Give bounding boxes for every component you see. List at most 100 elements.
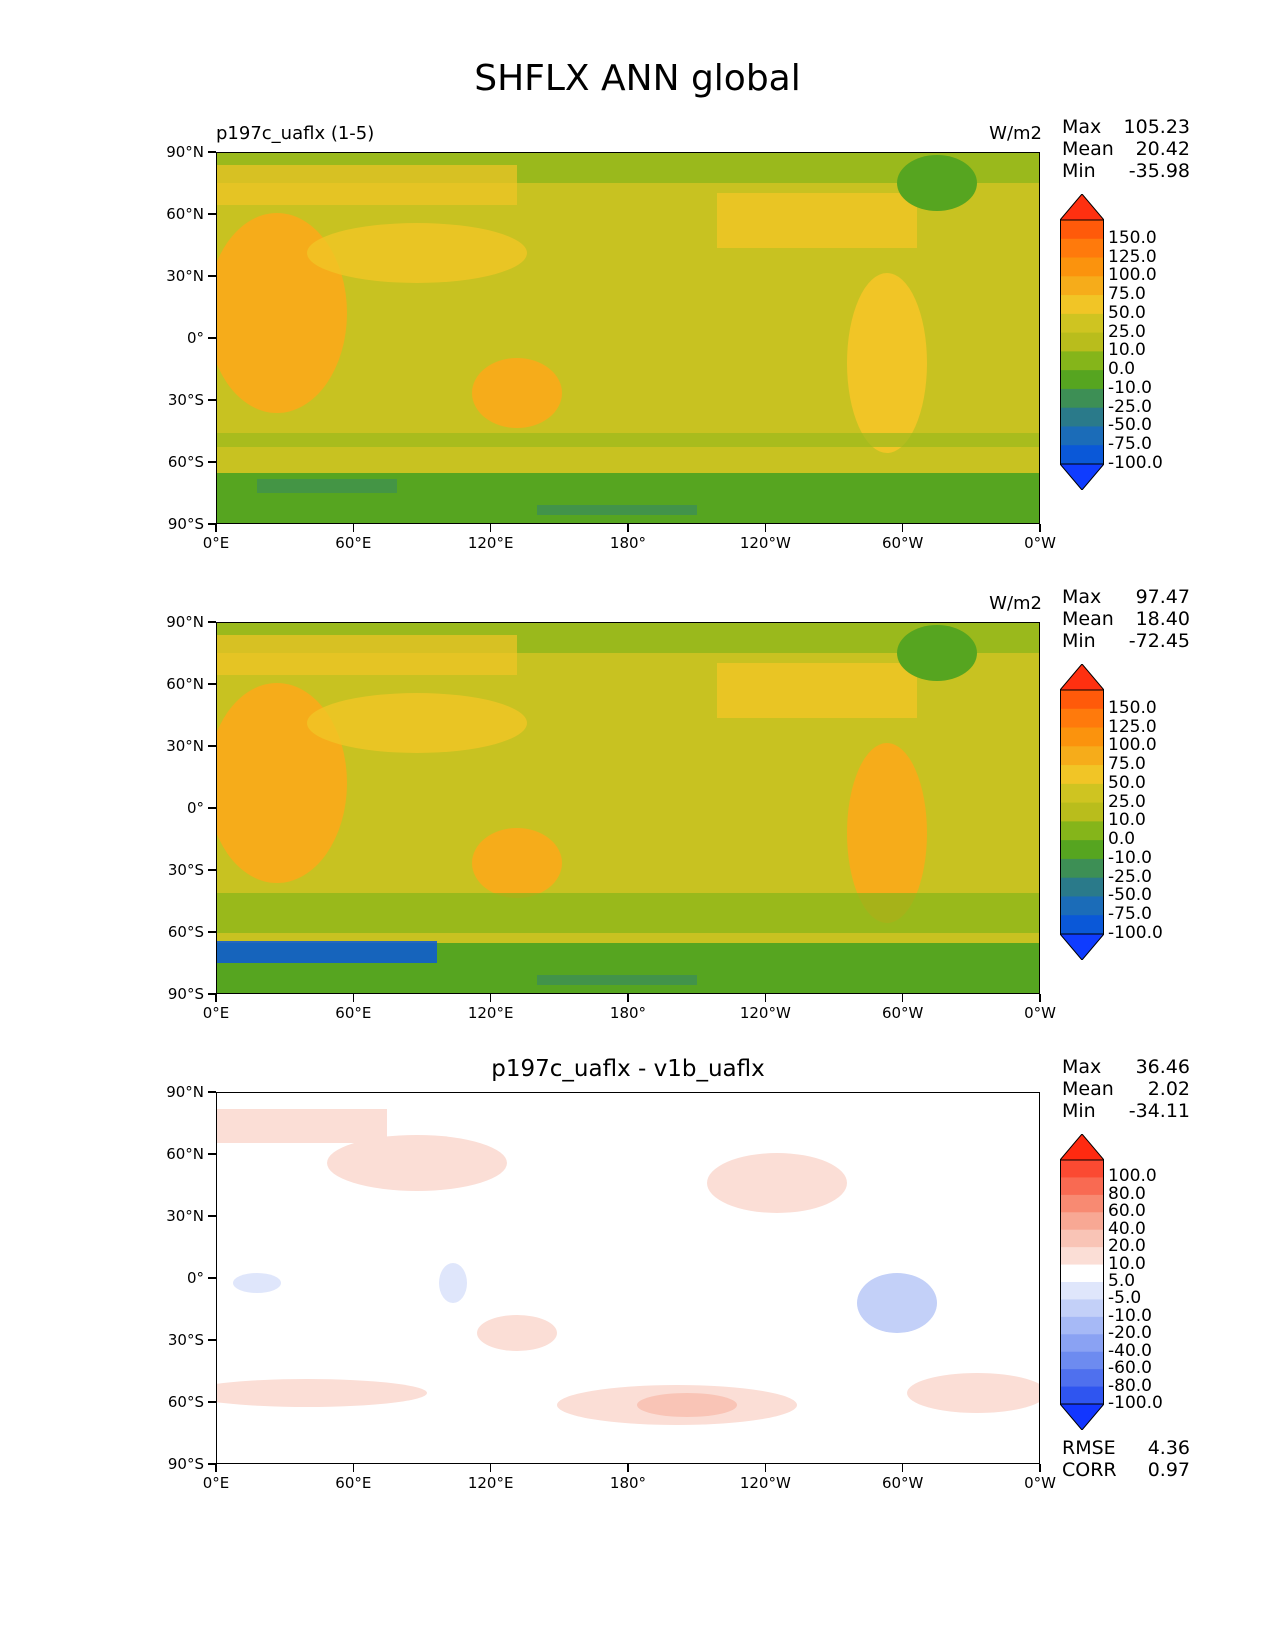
- stat-row-min: Min -35.98: [1062, 160, 1190, 182]
- x-tick-label: 0°W: [1024, 534, 1056, 552]
- colorbar-tick-label: -25.0: [1108, 866, 1152, 887]
- colorbar-tick-label: -100.0: [1108, 923, 1163, 943]
- panel-1-colorbar: [1060, 194, 1104, 490]
- x-tick-label: 0°W: [1024, 1004, 1056, 1022]
- y-tick-mark: [208, 1153, 216, 1155]
- colorbar-tick-label: -80.0: [1108, 1375, 1152, 1396]
- y-tick-label: 90°S: [167, 515, 204, 533]
- x-tick-mark: [627, 994, 629, 1002]
- x-tick-mark: [352, 1464, 355, 1472]
- colorbar-tick-label: 75.0: [1108, 754, 1146, 775]
- x-tick-mark: [352, 524, 355, 532]
- y-tick-label: 30°N: [166, 737, 204, 755]
- stat-min-label: Min: [1062, 630, 1096, 652]
- y-tick-label: 30°N: [166, 267, 204, 285]
- y-tick-mark: [208, 151, 216, 153]
- y-tick-label: 60°N: [166, 1145, 204, 1163]
- y-tick-label: 90°N: [166, 613, 204, 631]
- colorbar-segment: [1060, 1316, 1104, 1335]
- colorbar-tick-label: 10.0: [1108, 810, 1146, 831]
- stat-row-min: Min -72.45: [1062, 630, 1190, 652]
- x-tick-label: 120°W: [739, 1004, 791, 1022]
- stat-min-value: -34.11: [1128, 1100, 1190, 1122]
- stat-min-label: Min: [1062, 160, 1096, 182]
- colorbar-tick-label: 5.0: [1108, 1271, 1136, 1291]
- panel-2-units: W/m2: [989, 593, 1042, 614]
- panel-1-case-title: p197c_uaflx (1-5): [216, 123, 375, 144]
- x-tick-mark: [764, 994, 767, 1002]
- colorbar-tick-label: 100.0: [1108, 265, 1157, 286]
- x-tick-label: 0°W: [1024, 1474, 1056, 1492]
- colorbar-tick-label: -10.0: [1108, 847, 1152, 868]
- panel-3-stats: Max 36.46 Mean 2.02 Min -34.11: [1062, 1056, 1190, 1122]
- colorbar-segment: [1060, 783, 1104, 804]
- colorbar-tick-label: 100.0: [1108, 1166, 1157, 1187]
- x-tick-mark: [1039, 1464, 1041, 1472]
- x-tick-label: 60°E: [335, 534, 372, 552]
- stat-max-value: 105.23: [1123, 116, 1190, 138]
- colorbar-segment: [1060, 1369, 1104, 1388]
- y-tick-mark: [208, 213, 216, 215]
- stat-min-value: -72.45: [1128, 630, 1190, 652]
- colorbar-segment: [1060, 1177, 1104, 1196]
- x-tick-mark: [215, 1464, 217, 1472]
- x-tick-label: 180°: [609, 1474, 647, 1492]
- stat-max-value: 36.46: [1135, 1056, 1190, 1078]
- panel-3-colorbar: [1060, 1134, 1104, 1430]
- y-tick-mark: [208, 1401, 216, 1403]
- y-tick-label: 30°S: [167, 391, 204, 409]
- colorbar-extend-bottom: [1060, 463, 1104, 490]
- colorbar-tick-label: 25.0: [1108, 791, 1146, 812]
- colorbar-tick-label: 0.0: [1108, 829, 1136, 850]
- panel-3-map-field: [217, 1093, 1039, 1463]
- colorbar-tick-label: -75.0: [1108, 904, 1152, 925]
- y-tick-mark: [208, 399, 216, 401]
- colorbar-segment: [1060, 238, 1104, 259]
- rmse-label: RMSE: [1062, 1437, 1116, 1459]
- colorbar-tick-label: 150.0: [1108, 227, 1157, 248]
- y-tick-label: 0°: [186, 1269, 204, 1287]
- y-tick-label: 60°S: [167, 1393, 204, 1411]
- colorbar-segment: [1060, 915, 1104, 935]
- colorbar-tick-label: 10.0: [1108, 340, 1146, 361]
- x-tick-label: 120°E: [467, 1004, 514, 1022]
- y-tick-label: 30°S: [167, 1331, 204, 1349]
- x-tick-label: 0°E: [202, 1474, 230, 1492]
- colorbar-segment: [1060, 1351, 1104, 1370]
- colorbar-segment: [1060, 257, 1104, 277]
- colorbar-segment: [1060, 877, 1104, 897]
- colorbar-segment: [1060, 332, 1104, 352]
- colorbar-segment: [1060, 445, 1104, 465]
- x-tick-label: 60°W: [881, 1474, 924, 1492]
- x-tick-label: 0°E: [202, 534, 230, 552]
- colorbar-frame: [1060, 219, 1104, 465]
- colorbar-tick-label: 60.0: [1108, 1201, 1146, 1222]
- y-tick-mark: [208, 461, 216, 463]
- colorbar-segment: [1060, 1299, 1104, 1318]
- panel-2-colorbar: [1060, 664, 1104, 960]
- colorbar-segment: [1060, 426, 1104, 446]
- colorbar-segment: [1060, 1282, 1104, 1300]
- corr-label: CORR: [1062, 1459, 1117, 1481]
- panel-2-map: [216, 622, 1040, 994]
- y-tick-mark: [208, 807, 216, 809]
- x-tick-mark: [627, 524, 629, 532]
- colorbar-extend-bottom: [1060, 933, 1104, 960]
- y-tick-mark: [208, 1215, 216, 1217]
- colorbar-extend-bottom: [1060, 1403, 1104, 1430]
- colorbar-segment: [1060, 1160, 1104, 1178]
- colorbar-tick-label: -50.0: [1108, 885, 1152, 906]
- x-tick-label: 60°E: [335, 1004, 372, 1022]
- panel-3-diff-title: p197c_uaflx - v1b_uaflx: [491, 1056, 765, 1082]
- colorbar-tick-label: 0.0: [1108, 359, 1136, 380]
- x-tick-mark: [489, 994, 492, 1002]
- colorbar-segment: [1060, 1194, 1104, 1213]
- x-tick-label: 60°E: [335, 1474, 372, 1492]
- colorbar-extend-top: [1060, 664, 1104, 691]
- x-tick-label: 120°W: [739, 1474, 791, 1492]
- y-tick-label: 0°: [186, 799, 204, 817]
- colorbar-frame: [1060, 1159, 1104, 1405]
- colorbar-tick-label: -10.0: [1108, 377, 1152, 398]
- x-tick-mark: [352, 994, 355, 1002]
- colorbar-segment: [1060, 313, 1104, 334]
